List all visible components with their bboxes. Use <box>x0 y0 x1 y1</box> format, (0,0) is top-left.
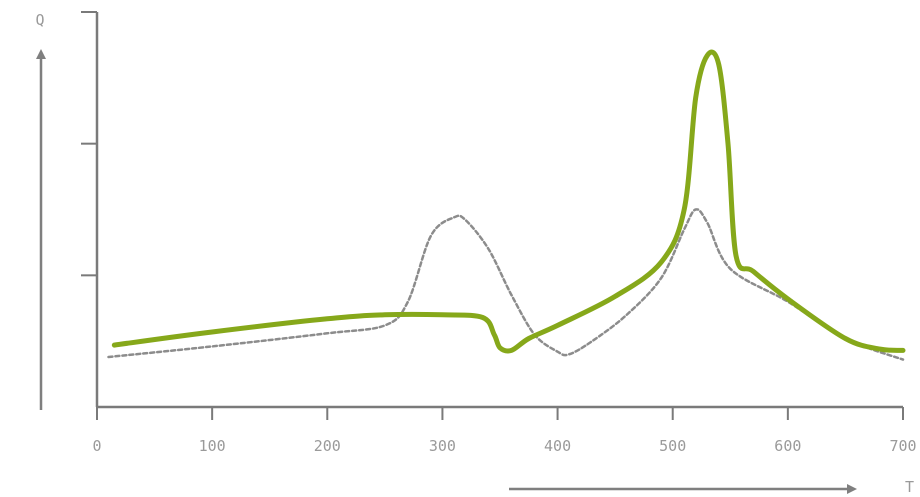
x-tick-label: 500 <box>659 437 686 455</box>
x-tick-label: 600 <box>774 437 801 455</box>
x-tick-label: 400 <box>544 437 571 455</box>
x-tick-label: 100 <box>199 437 226 455</box>
x-tick-label: 200 <box>314 437 341 455</box>
x-tick-label: 0 <box>92 437 101 455</box>
x-axis-label: T <box>905 478 914 496</box>
series-group <box>107 49 906 361</box>
x-tick-label: 300 <box>429 437 456 455</box>
series-line-solid <box>111 49 906 354</box>
tick-group: 0 100 200 300 400 500 600 700 <box>81 11 917 455</box>
x-tick-label: 700 <box>889 437 916 455</box>
series-line-dashed <box>107 208 905 361</box>
y-axis-label: Q <box>35 11 44 29</box>
